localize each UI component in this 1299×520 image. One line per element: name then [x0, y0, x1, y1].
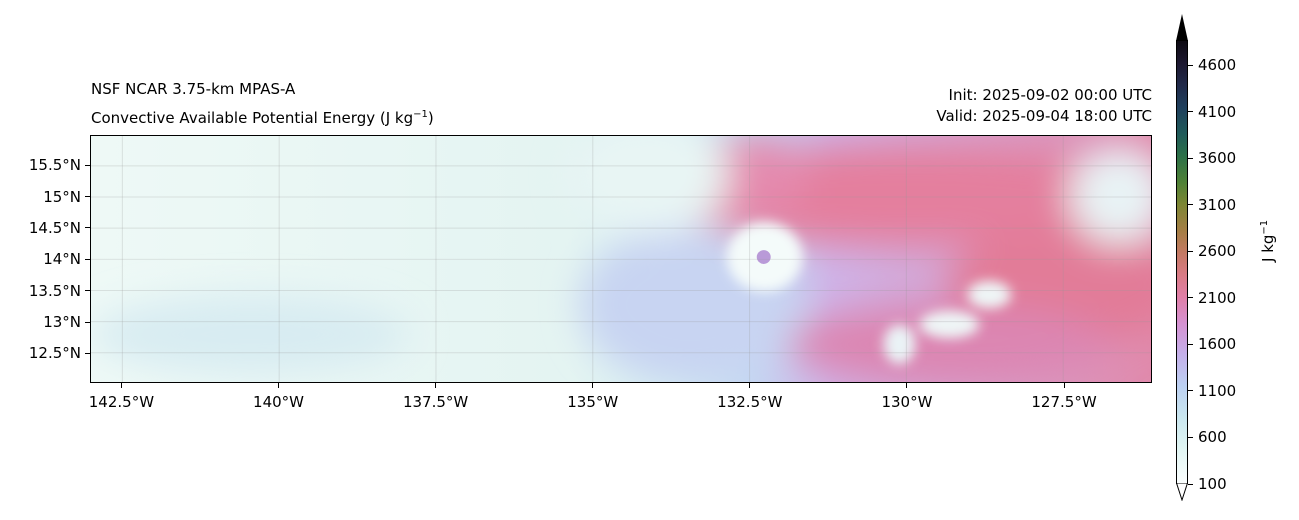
variable-title: Convective Available Potential Energy (J…	[91, 106, 434, 127]
storm-eye	[756, 250, 771, 264]
colorbar-tick-mark	[1188, 204, 1193, 206]
x-tick-label: 140°W	[253, 393, 304, 411]
valid-time: Valid: 2025-09-04 18:00 UTC	[936, 107, 1152, 125]
x-tick-label: 135°W	[567, 393, 619, 411]
x-tick-label: 130°W	[881, 393, 933, 411]
map-axes	[90, 135, 1152, 383]
colorbar-tick-mark	[1188, 297, 1193, 299]
init-time: Init: 2025-09-02 00:00 UTC	[948, 86, 1152, 104]
y-tick-mark	[85, 227, 90, 229]
x-tick-mark	[749, 383, 751, 388]
colorbar-extend-max	[1176, 14, 1188, 41]
gridlines	[91, 136, 1151, 382]
colorbar-tick-mark	[1188, 64, 1193, 66]
y-tick-label: 12.5°N	[28, 344, 81, 363]
y-tick-mark	[85, 352, 90, 354]
colorbar-extend-min	[1176, 483, 1188, 501]
x-tick-mark	[278, 383, 280, 388]
x-tick-mark	[120, 383, 122, 388]
y-tick-label: 15°N	[43, 187, 81, 206]
y-tick-mark	[85, 321, 90, 323]
x-tick-mark	[1063, 383, 1065, 388]
x-tick-label: 127.5°W	[1031, 393, 1097, 411]
colorbar-tick-label: 100	[1198, 475, 1227, 493]
colorbar-tick-label: 3100	[1198, 195, 1237, 214]
x-tick-label: 137.5°W	[402, 393, 469, 411]
colorbar	[1176, 40, 1188, 484]
colorbar-label-sup: −1	[1259, 219, 1270, 235]
x-tick-label: 142.5°W	[88, 393, 155, 411]
y-tick-mark	[85, 290, 90, 292]
variable-title-text: Convective Available Potential Energy (J…	[91, 109, 414, 127]
colorbar-tick-mark	[1188, 111, 1193, 113]
variable-title-sup: −1	[413, 109, 428, 120]
colorbar-tick-mark	[1188, 390, 1193, 392]
colorbar-tick-mark	[1188, 157, 1193, 159]
y-tick-mark	[85, 196, 90, 198]
y-tick-mark	[85, 164, 90, 166]
colorbar-tick-mark	[1188, 436, 1193, 438]
colorbar-label-text: J kg	[1259, 234, 1277, 262]
colorbar-tick-label: 2600	[1198, 242, 1237, 261]
x-tick-mark	[592, 383, 594, 388]
y-tick-mark	[85, 258, 90, 260]
y-tick-label: 14°N	[43, 250, 81, 269]
colorbar-tick-label: 4100	[1198, 102, 1237, 121]
colorbar-tick-label: 1100	[1198, 381, 1237, 400]
colorbar-tick-mark	[1188, 250, 1193, 252]
colorbar-tick-label: 3600	[1198, 149, 1237, 168]
y-tick-label: 13.5°N	[28, 281, 81, 300]
colorbar-label: J kg−1	[1256, 220, 1277, 262]
variable-title-close: )	[427, 109, 434, 127]
model-title: NSF NCAR 3.75-km MPAS-A	[91, 80, 296, 98]
colorbar-tick-label: 600	[1198, 428, 1227, 447]
y-tick-label: 14.5°N	[28, 218, 81, 237]
y-tick-label: 13°N	[43, 313, 81, 332]
y-tick-label: 15.5°N	[28, 156, 81, 175]
x-tick-mark	[435, 383, 437, 388]
colorbar-tick-mark	[1188, 483, 1193, 485]
colorbar-tick-mark	[1188, 343, 1193, 345]
colorbar-tick-label: 1600	[1198, 335, 1237, 354]
cape-field	[91, 136, 1151, 382]
x-tick-mark	[906, 383, 908, 388]
colorbar-tick-label: 2100	[1198, 288, 1237, 307]
colorbar-tick-label: 4600	[1198, 56, 1237, 75]
x-tick-label: 132.5°W	[717, 393, 783, 411]
